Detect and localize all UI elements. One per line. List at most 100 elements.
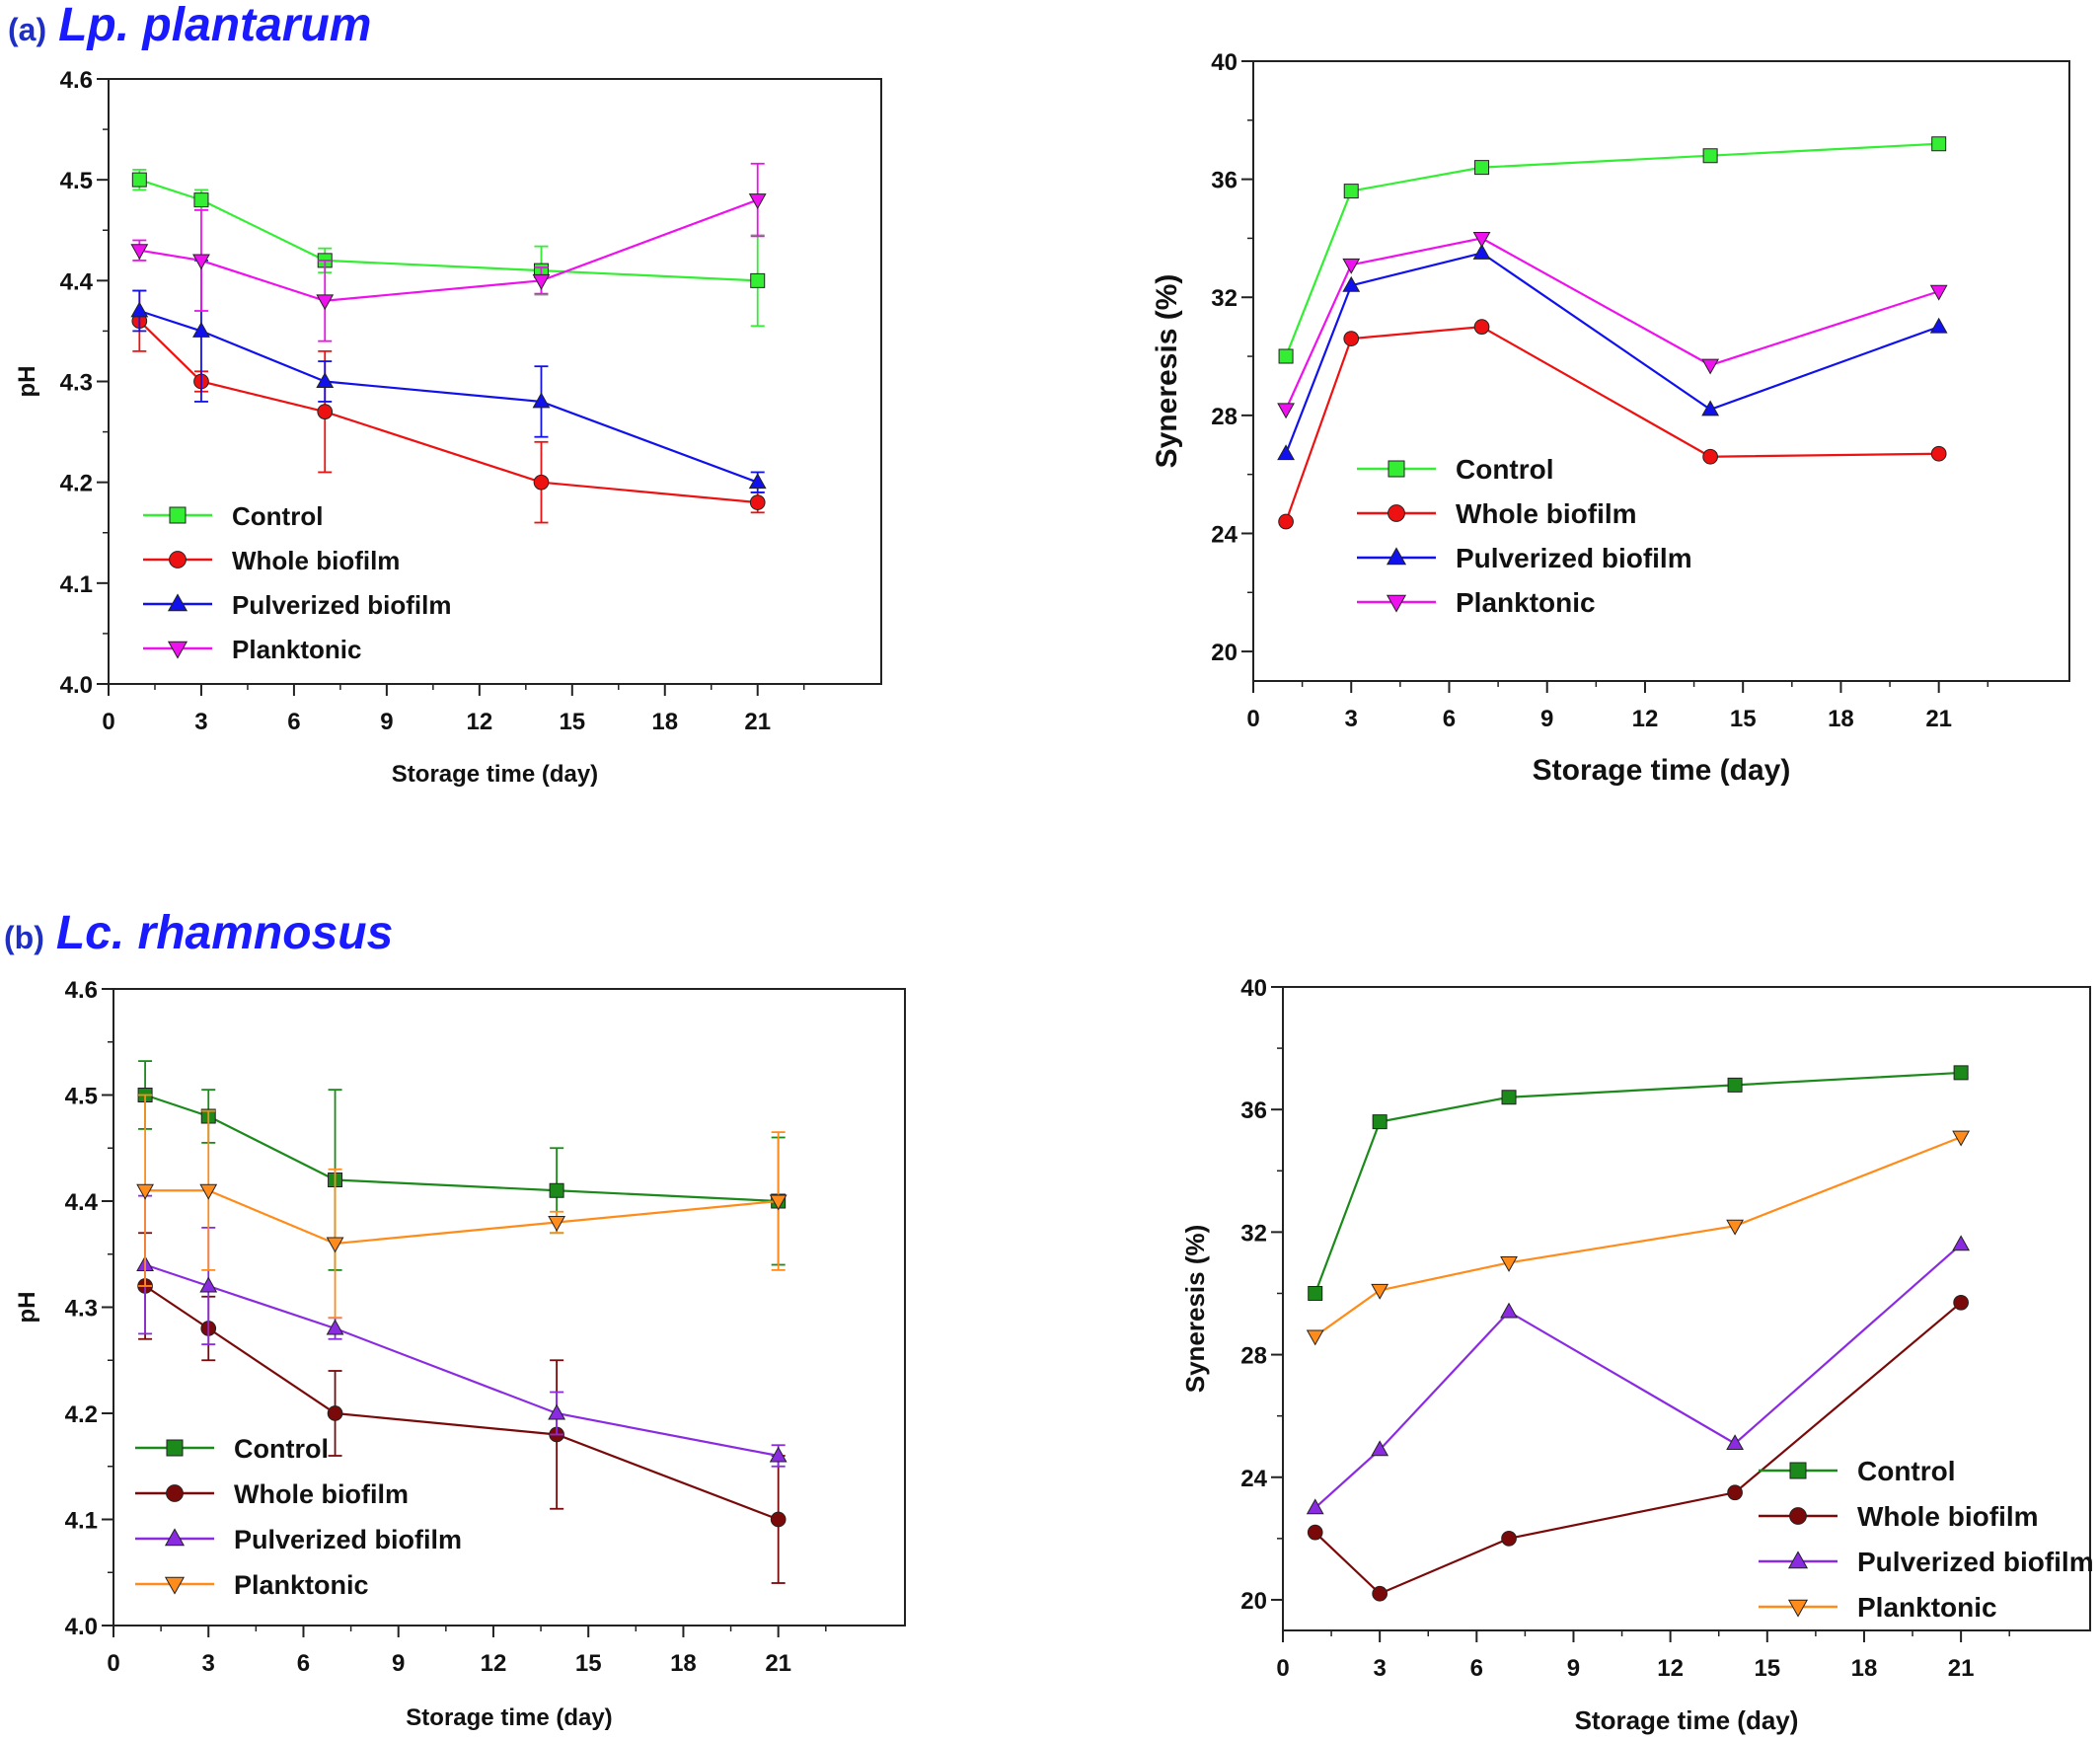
y-tick-label: 4.4: [60, 268, 94, 295]
x-tick-label: 12: [466, 709, 492, 735]
y-tick-label: 4.5: [65, 1084, 98, 1110]
series-whole-biofilm: [1278, 319, 1947, 530]
y-axis: 20 24 28 32 36 40: [1211, 49, 1253, 666]
y-axis-label: pH: [14, 1292, 40, 1324]
data-point: [317, 404, 334, 419]
data-point: [326, 1237, 344, 1253]
data-point: [199, 1183, 218, 1200]
legend-marker: [169, 506, 187, 524]
y-axis-label: Syneresis (%): [1180, 1225, 1210, 1394]
y-tick-label: 32: [1240, 1220, 1267, 1247]
y-tick-label: 32: [1211, 285, 1238, 312]
legend-label: Control: [232, 501, 323, 531]
x-tick-label: 18: [1828, 706, 1854, 732]
y-tick-label: 24: [1240, 1466, 1267, 1492]
y-tick-label: 40: [1240, 975, 1267, 1002]
data-point: [1953, 1065, 1969, 1081]
data-point: [1727, 1484, 1743, 1501]
x-axis-label: Storage time (day): [1575, 1705, 1799, 1735]
y-tick-label: 28: [1240, 1343, 1267, 1370]
panel-tag: (b): [4, 920, 44, 955]
y-tick-label: 4.2: [65, 1401, 98, 1428]
legend-marker: [167, 641, 188, 659]
y-tick-label: 4.6: [65, 977, 98, 1004]
legend: Control Whole biofilm Pulverized biofilm Pl…: [1759, 1456, 2094, 1623]
y-tick-label: 4.4: [65, 1189, 99, 1216]
panel-organism: Lp. plantarum: [58, 0, 372, 51]
data-point: [130, 244, 149, 261]
data-point: [548, 1403, 566, 1420]
x-tick-label: 0: [102, 709, 114, 735]
data-point: [750, 272, 766, 288]
series-control: [1278, 136, 1947, 364]
legend-marker: [169, 551, 187, 568]
data-point: [1701, 358, 1720, 375]
plot-frame: [1282, 986, 2091, 1631]
data-point: [548, 1216, 566, 1232]
data-point: [193, 192, 209, 208]
data-point: [1702, 448, 1718, 465]
data-point: [316, 294, 335, 311]
x-tick-label: 15: [1730, 706, 1757, 732]
series-control: [1308, 1065, 1969, 1301]
y-tick-label: 4.0: [65, 1614, 98, 1640]
legend-marker: [1388, 460, 1405, 478]
data-point: [1372, 1585, 1388, 1602]
data-point: [1702, 148, 1718, 164]
data-point: [1371, 1283, 1389, 1300]
panel-label-b: (b) Lc. rhamnosus: [4, 906, 393, 960]
x-axis: 0 3 6 9 12 15 18 21: [1246, 681, 1989, 732]
data-point: [1500, 1302, 1518, 1319]
data-point: [1343, 184, 1359, 199]
data-point: [1277, 403, 1295, 419]
legend-label: Control: [1857, 1456, 1956, 1486]
legend: Control Whole biofilm Pulverized biofilm Pl…: [1357, 454, 1692, 618]
series-line: [1313, 1071, 1962, 1294]
legend-label: Pulverized biofilm: [234, 1525, 462, 1554]
x-axis: 0 3 6 9 12 15 18 21: [102, 684, 805, 735]
x-tick-label: 6: [1443, 706, 1456, 732]
legend-label: Whole biofilm: [232, 546, 400, 575]
x-tick-label: 21: [1948, 1655, 1975, 1682]
series-pulverized-biofilm: [1277, 243, 1948, 461]
data-point: [1952, 1235, 1971, 1251]
data-point: [192, 254, 210, 270]
data-point: [1701, 400, 1720, 416]
x-tick-label: 12: [1657, 1655, 1684, 1682]
y-tick-label: 20: [1240, 1588, 1267, 1615]
data-point: [1952, 1130, 1971, 1147]
data-point: [192, 321, 210, 338]
x-tick-label: 9: [392, 1650, 405, 1677]
legend-label: Control: [1456, 454, 1554, 485]
data-point: [1501, 1531, 1517, 1547]
x-tick-label: 0: [1246, 706, 1259, 732]
data-point: [199, 1276, 218, 1293]
data-point: [1342, 258, 1361, 274]
data-point: [1726, 1219, 1744, 1236]
data-point: [1343, 331, 1360, 346]
legend-marker: [164, 1576, 186, 1595]
legend-marker: [167, 593, 188, 612]
series-pulverized-biofilm: [136, 1194, 788, 1468]
x-tick-label: 3: [1345, 706, 1358, 732]
data-point: [1930, 445, 1947, 462]
data-point: [748, 473, 767, 490]
x-tick-label: 18: [1851, 1655, 1878, 1682]
y-tick-label: 40: [1211, 49, 1238, 76]
legend-label: Planktonic: [232, 635, 361, 664]
x-tick-label: 21: [744, 709, 771, 735]
legend-label: Pulverized biofilm: [1456, 543, 1692, 573]
legend: Control Whole biofilm Pulverized biofilm Pl…: [135, 1434, 462, 1600]
legend-marker: [1789, 1462, 1807, 1479]
data-point: [748, 193, 767, 210]
y-axis: 4.0 4.1 4.2 4.3 4.4 4.5 4.6: [60, 67, 109, 699]
legend-label: Planktonic: [234, 1570, 369, 1600]
x-axis: 0 3 6 9 12 15 18 21: [107, 1626, 827, 1677]
data-point: [1931, 136, 1947, 152]
legend-label: Planktonic: [1456, 587, 1596, 618]
x-tick-label: 18: [670, 1650, 697, 1677]
y-tick-label: 4.6: [60, 67, 93, 94]
y-axis: 4.0 4.1 4.2 4.3 4.4 4.5 4.6: [65, 977, 113, 1640]
